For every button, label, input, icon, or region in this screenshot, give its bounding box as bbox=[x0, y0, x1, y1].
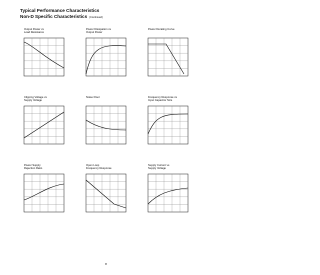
plot-frame bbox=[85, 105, 127, 145]
panel-title: Noise Floor bbox=[86, 95, 100, 99]
panel-title: Output Power bbox=[86, 30, 103, 34]
page-number: 8 bbox=[105, 262, 107, 266]
curve bbox=[85, 179, 127, 209]
panel-title: Supply Voltage bbox=[148, 166, 166, 170]
plot bbox=[147, 37, 189, 77]
subtitle-note: (Continued) bbox=[89, 15, 103, 19]
plot bbox=[85, 105, 127, 145]
panel-title: Load Resistance bbox=[24, 30, 45, 34]
plot bbox=[147, 173, 189, 213]
curve bbox=[148, 43, 185, 75]
curve bbox=[147, 113, 189, 135]
curve bbox=[23, 111, 65, 139]
plot bbox=[85, 37, 127, 77]
page: Typical Performance Characteristics Non-… bbox=[20, 8, 189, 266]
panel-title: Clipping Voltage vs bbox=[24, 95, 48, 99]
panel-title: Power Derating Curve bbox=[148, 27, 175, 31]
curve bbox=[147, 187, 189, 205]
subtitle-text: Non-D Specific Characteristics bbox=[20, 14, 88, 19]
panel-title: Frequency Response bbox=[86, 166, 112, 170]
plot-frame bbox=[85, 37, 127, 77]
panel-title: Frequency Response vs bbox=[148, 95, 178, 99]
panel-title: Power Supply bbox=[24, 163, 41, 167]
panel-title: Supply Voltage bbox=[24, 98, 42, 102]
plot-frame bbox=[147, 173, 189, 213]
plot bbox=[85, 173, 127, 213]
curve bbox=[85, 119, 127, 131]
panel-title: Power Dissipation vs bbox=[86, 27, 112, 31]
plot-frame bbox=[147, 105, 189, 145]
panel-title: Open Loop bbox=[86, 163, 100, 167]
plot-frame bbox=[23, 37, 65, 77]
plot bbox=[23, 105, 65, 145]
plot bbox=[23, 37, 65, 77]
header-title: Typical Performance Characteristics bbox=[20, 8, 100, 13]
panel-title: Supply Current vs bbox=[148, 163, 170, 167]
plot-frame bbox=[23, 173, 65, 213]
panel-title: Output Power vs bbox=[24, 27, 45, 31]
curve bbox=[85, 45, 127, 75]
plot bbox=[147, 105, 189, 145]
curve bbox=[23, 41, 65, 69]
plot-frame bbox=[147, 37, 189, 77]
panel-title: Rejection Ratio bbox=[24, 166, 43, 170]
curve bbox=[23, 183, 65, 201]
plot bbox=[23, 173, 65, 213]
header-subtitle: Non-D Specific Characteristics (Continued… bbox=[20, 14, 103, 19]
panel-title: Input Capacitor Size bbox=[148, 98, 173, 102]
